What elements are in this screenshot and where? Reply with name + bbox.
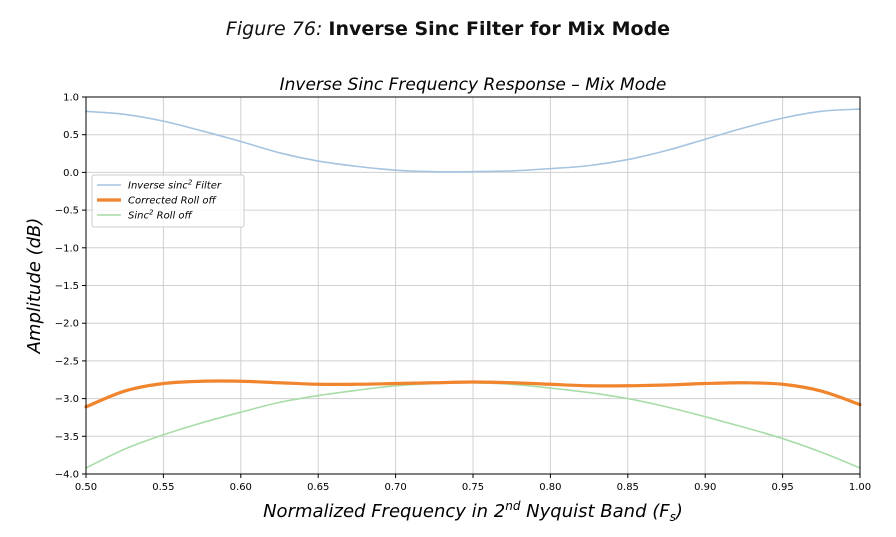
legend-label: Inverse sinc2 Filter xyxy=(128,179,222,192)
legend-label-text: Filter xyxy=(192,181,222,192)
x-tick-label: 0.60 xyxy=(230,482,252,493)
legend-label-sup: 2 xyxy=(149,209,154,217)
x-tick-label: 0.70 xyxy=(384,482,406,493)
inverse-sinc-filter-line xyxy=(85,108,861,173)
y-tick-label: −3.0 xyxy=(55,394,79,405)
y-tick-label: −4.0 xyxy=(55,470,79,481)
x-axis-title-pre: Normalized Frequency in 2 xyxy=(263,501,505,522)
y-tick-label: −2.0 xyxy=(55,319,79,330)
y-tick-label: 0.0 xyxy=(63,168,79,179)
series-layer xyxy=(84,108,862,469)
x-tick-label: 1.00 xyxy=(849,482,871,493)
x-tick-label: 0.75 xyxy=(462,482,484,493)
x-tick-label: 0.95 xyxy=(771,482,793,493)
x-tick-label: 0.85 xyxy=(617,482,639,493)
x-tick-label: 0.90 xyxy=(694,482,716,493)
legend-label: Sinc2 Roll off xyxy=(128,209,194,222)
x-axis-title-mid: Nyquist Band ( xyxy=(520,501,660,522)
x-axis-title-sup: nd xyxy=(505,499,521,513)
corrected-roll-off-line xyxy=(84,379,862,409)
legend-label-text: Corrected Roll off xyxy=(128,196,217,207)
y-tick-label: −3.5 xyxy=(55,432,79,443)
legend-label-sup: 2 xyxy=(188,179,193,187)
x-tick-label: 0.50 xyxy=(75,482,97,493)
legend-label-text: Sinc xyxy=(128,211,149,222)
y-tick-label: −0.5 xyxy=(55,206,79,217)
y-tick-label: −1.0 xyxy=(55,243,79,254)
legend-label: Corrected Roll off xyxy=(128,196,217,207)
legend-label-text: Inverse sinc xyxy=(128,181,188,192)
chart-title: Inverse Sinc Frequency Response – Mix Mo… xyxy=(280,75,667,95)
legend-label-text: Roll off xyxy=(153,211,193,222)
figure-caption: Figure 76: Inverse Sinc Filter for Mix M… xyxy=(0,18,896,40)
x-axis-title-post: ) xyxy=(674,501,683,522)
x-axis-title-sub: s xyxy=(670,510,676,524)
tick-layer: 0.50 0.55 0.60 0.65 0.70 0.75 0.80 0.85 0.90 0.95… xyxy=(55,93,871,494)
y-tick-label: 1.0 xyxy=(63,93,79,104)
x-tick-label: 0.65 xyxy=(307,482,329,493)
x-tick-label: 0.55 xyxy=(152,482,174,493)
figure-label: Figure 76: xyxy=(225,18,323,40)
y-tick-label: −2.5 xyxy=(55,356,79,367)
x-axis-title-var: F xyxy=(659,501,670,522)
legend-box xyxy=(91,174,245,228)
x-axis-title: Normalized Frequency in 2nd Nyquist Band… xyxy=(263,499,683,524)
figure-title: Inverse Sinc Filter for Mix Mode xyxy=(328,18,671,40)
y-tick-label: 0.5 xyxy=(63,130,79,141)
y-axis-title: Amplitude (dB) xyxy=(24,218,45,355)
x-tick-label: 0.80 xyxy=(539,482,561,493)
y-tick-label: −1.5 xyxy=(55,281,79,292)
